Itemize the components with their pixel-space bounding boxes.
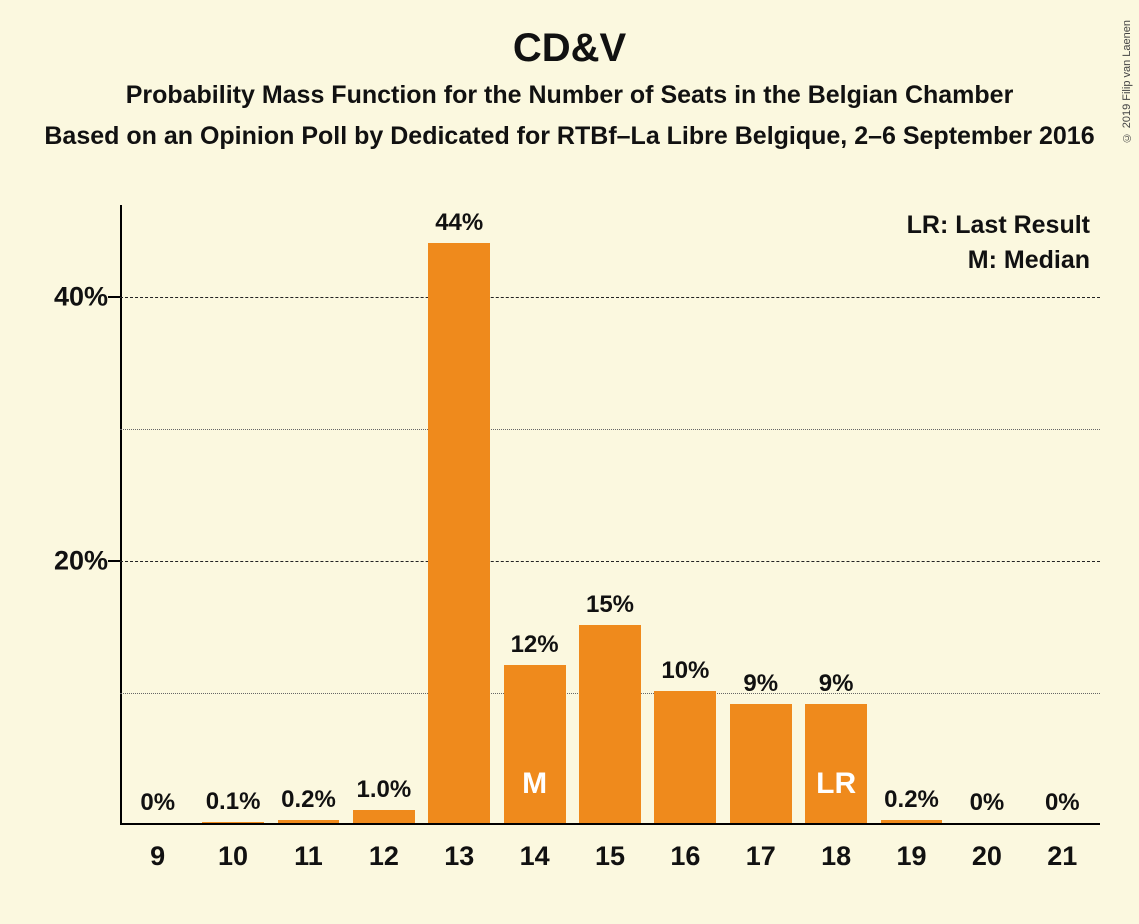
- bar-value-label: 9%: [819, 670, 854, 698]
- x-axis-label: 11: [294, 841, 323, 872]
- x-axis-label: 14: [520, 841, 550, 872]
- bar-value-label: 12%: [511, 631, 559, 659]
- x-axis-label: 12: [369, 841, 399, 872]
- bar: [805, 704, 867, 823]
- x-axis-label: 20: [972, 841, 1002, 872]
- bar-value-label: 1.0%: [356, 776, 411, 804]
- chart-source: Based on an Opinion Poll by Dedicated fo…: [0, 110, 1139, 151]
- bar: [202, 822, 264, 823]
- bar-marker: M: [522, 767, 547, 801]
- x-axis-label: 15: [595, 841, 625, 872]
- x-axis-label: 17: [746, 841, 776, 872]
- bar-value-label: 0%: [970, 789, 1005, 817]
- chart-plot-area: LR: Last Result M: Median 20%40%0%90.1%1…: [120, 205, 1100, 825]
- bar-value-label: 15%: [586, 591, 634, 619]
- y-axis-label: 20%: [18, 546, 108, 577]
- y-axis-label: 40%: [18, 282, 108, 313]
- x-axis-label: 21: [1047, 841, 1077, 872]
- y-tick: [108, 560, 120, 562]
- grid-major-line: [120, 297, 1100, 298]
- grid-major-line: [120, 561, 1100, 562]
- x-axis-label: 9: [150, 841, 165, 872]
- legend: LR: Last Result M: Median: [907, 211, 1090, 281]
- x-axis-label: 19: [897, 841, 927, 872]
- x-axis-label: 16: [670, 841, 700, 872]
- legend-m: M: Median: [907, 246, 1090, 275]
- bar-value-label: 0%: [140, 789, 175, 817]
- bar-value-label: 10%: [661, 657, 709, 685]
- chart-subtitle: Probability Mass Function for the Number…: [0, 71, 1139, 110]
- bar-value-label: 0%: [1045, 789, 1080, 817]
- y-tick: [108, 296, 120, 298]
- bar: [730, 704, 792, 823]
- bar-value-label: 0.2%: [884, 786, 939, 814]
- x-axis-label: 13: [444, 841, 474, 872]
- bar: [881, 820, 943, 823]
- copyright-text: © 2019 Filip van Laenen: [1121, 20, 1133, 143]
- bar: [579, 625, 641, 823]
- grid-minor-line: [120, 429, 1100, 430]
- bar: [654, 691, 716, 823]
- x-axis-label: 18: [821, 841, 851, 872]
- x-axis-label: 10: [218, 841, 248, 872]
- chart-title: CD&V: [0, 0, 1139, 71]
- bar-value-label: 0.2%: [281, 786, 336, 814]
- bar-value-label: 44%: [435, 209, 483, 237]
- bar-marker: LR: [816, 767, 856, 801]
- bar: [353, 810, 415, 823]
- bar-value-label: 0.1%: [206, 788, 261, 816]
- bar: [278, 820, 340, 823]
- bar: [428, 243, 490, 823]
- legend-lr: LR: Last Result: [907, 211, 1090, 240]
- x-axis: [120, 823, 1100, 825]
- bar-value-label: 9%: [743, 670, 778, 698]
